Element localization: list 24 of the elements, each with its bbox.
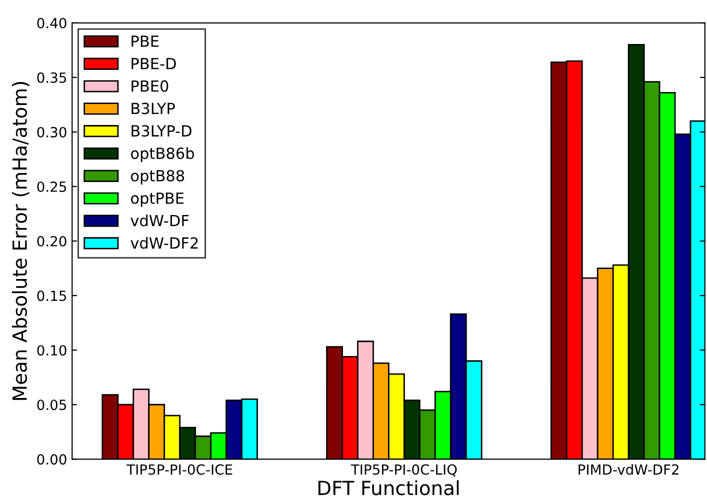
y-tick-label: 0.30 [37, 126, 66, 138]
x-axis-title: DFT Functional [318, 480, 459, 496]
y-tick-label: 0.35 [37, 72, 66, 83]
x-tick-label: PIMD-vdW-DF2 [578, 464, 678, 475]
legend-label: vdW-DF2 [130, 236, 198, 249]
y-tick-label: 0.20 [37, 236, 66, 247]
x-tick-label: TIP5P-PI-0C-LIQ [350, 464, 457, 476]
legend-label: PBE-D [132, 58, 176, 70]
x-tick-label: TIP5P-PI-0C-ICE [126, 464, 232, 475]
y-tick-label: 0.10 [37, 345, 66, 356]
legend-label: PBE [132, 36, 159, 47]
legend-label: optB88 [131, 170, 184, 184]
legend-label: optB86b [131, 147, 194, 162]
y-tick-label: 0.00 [37, 454, 66, 465]
y-tick-label: 0.15 [37, 290, 66, 302]
legend-label: B3LYP-D [132, 125, 192, 137]
y-tick-label: 0.05 [37, 400, 66, 410]
legend-label: optPBE [131, 192, 184, 207]
legend-label: vdW-DF [130, 214, 189, 226]
legend-label: B3LYP [132, 102, 175, 114]
y-tick-label: 0.25 [37, 181, 66, 192]
y-axis-title: Mean Absolute Error (mHa/atom) [12, 82, 30, 400]
y-tick-label: 0.40 [37, 18, 66, 28]
legend-label: PBE0 [132, 80, 168, 92]
